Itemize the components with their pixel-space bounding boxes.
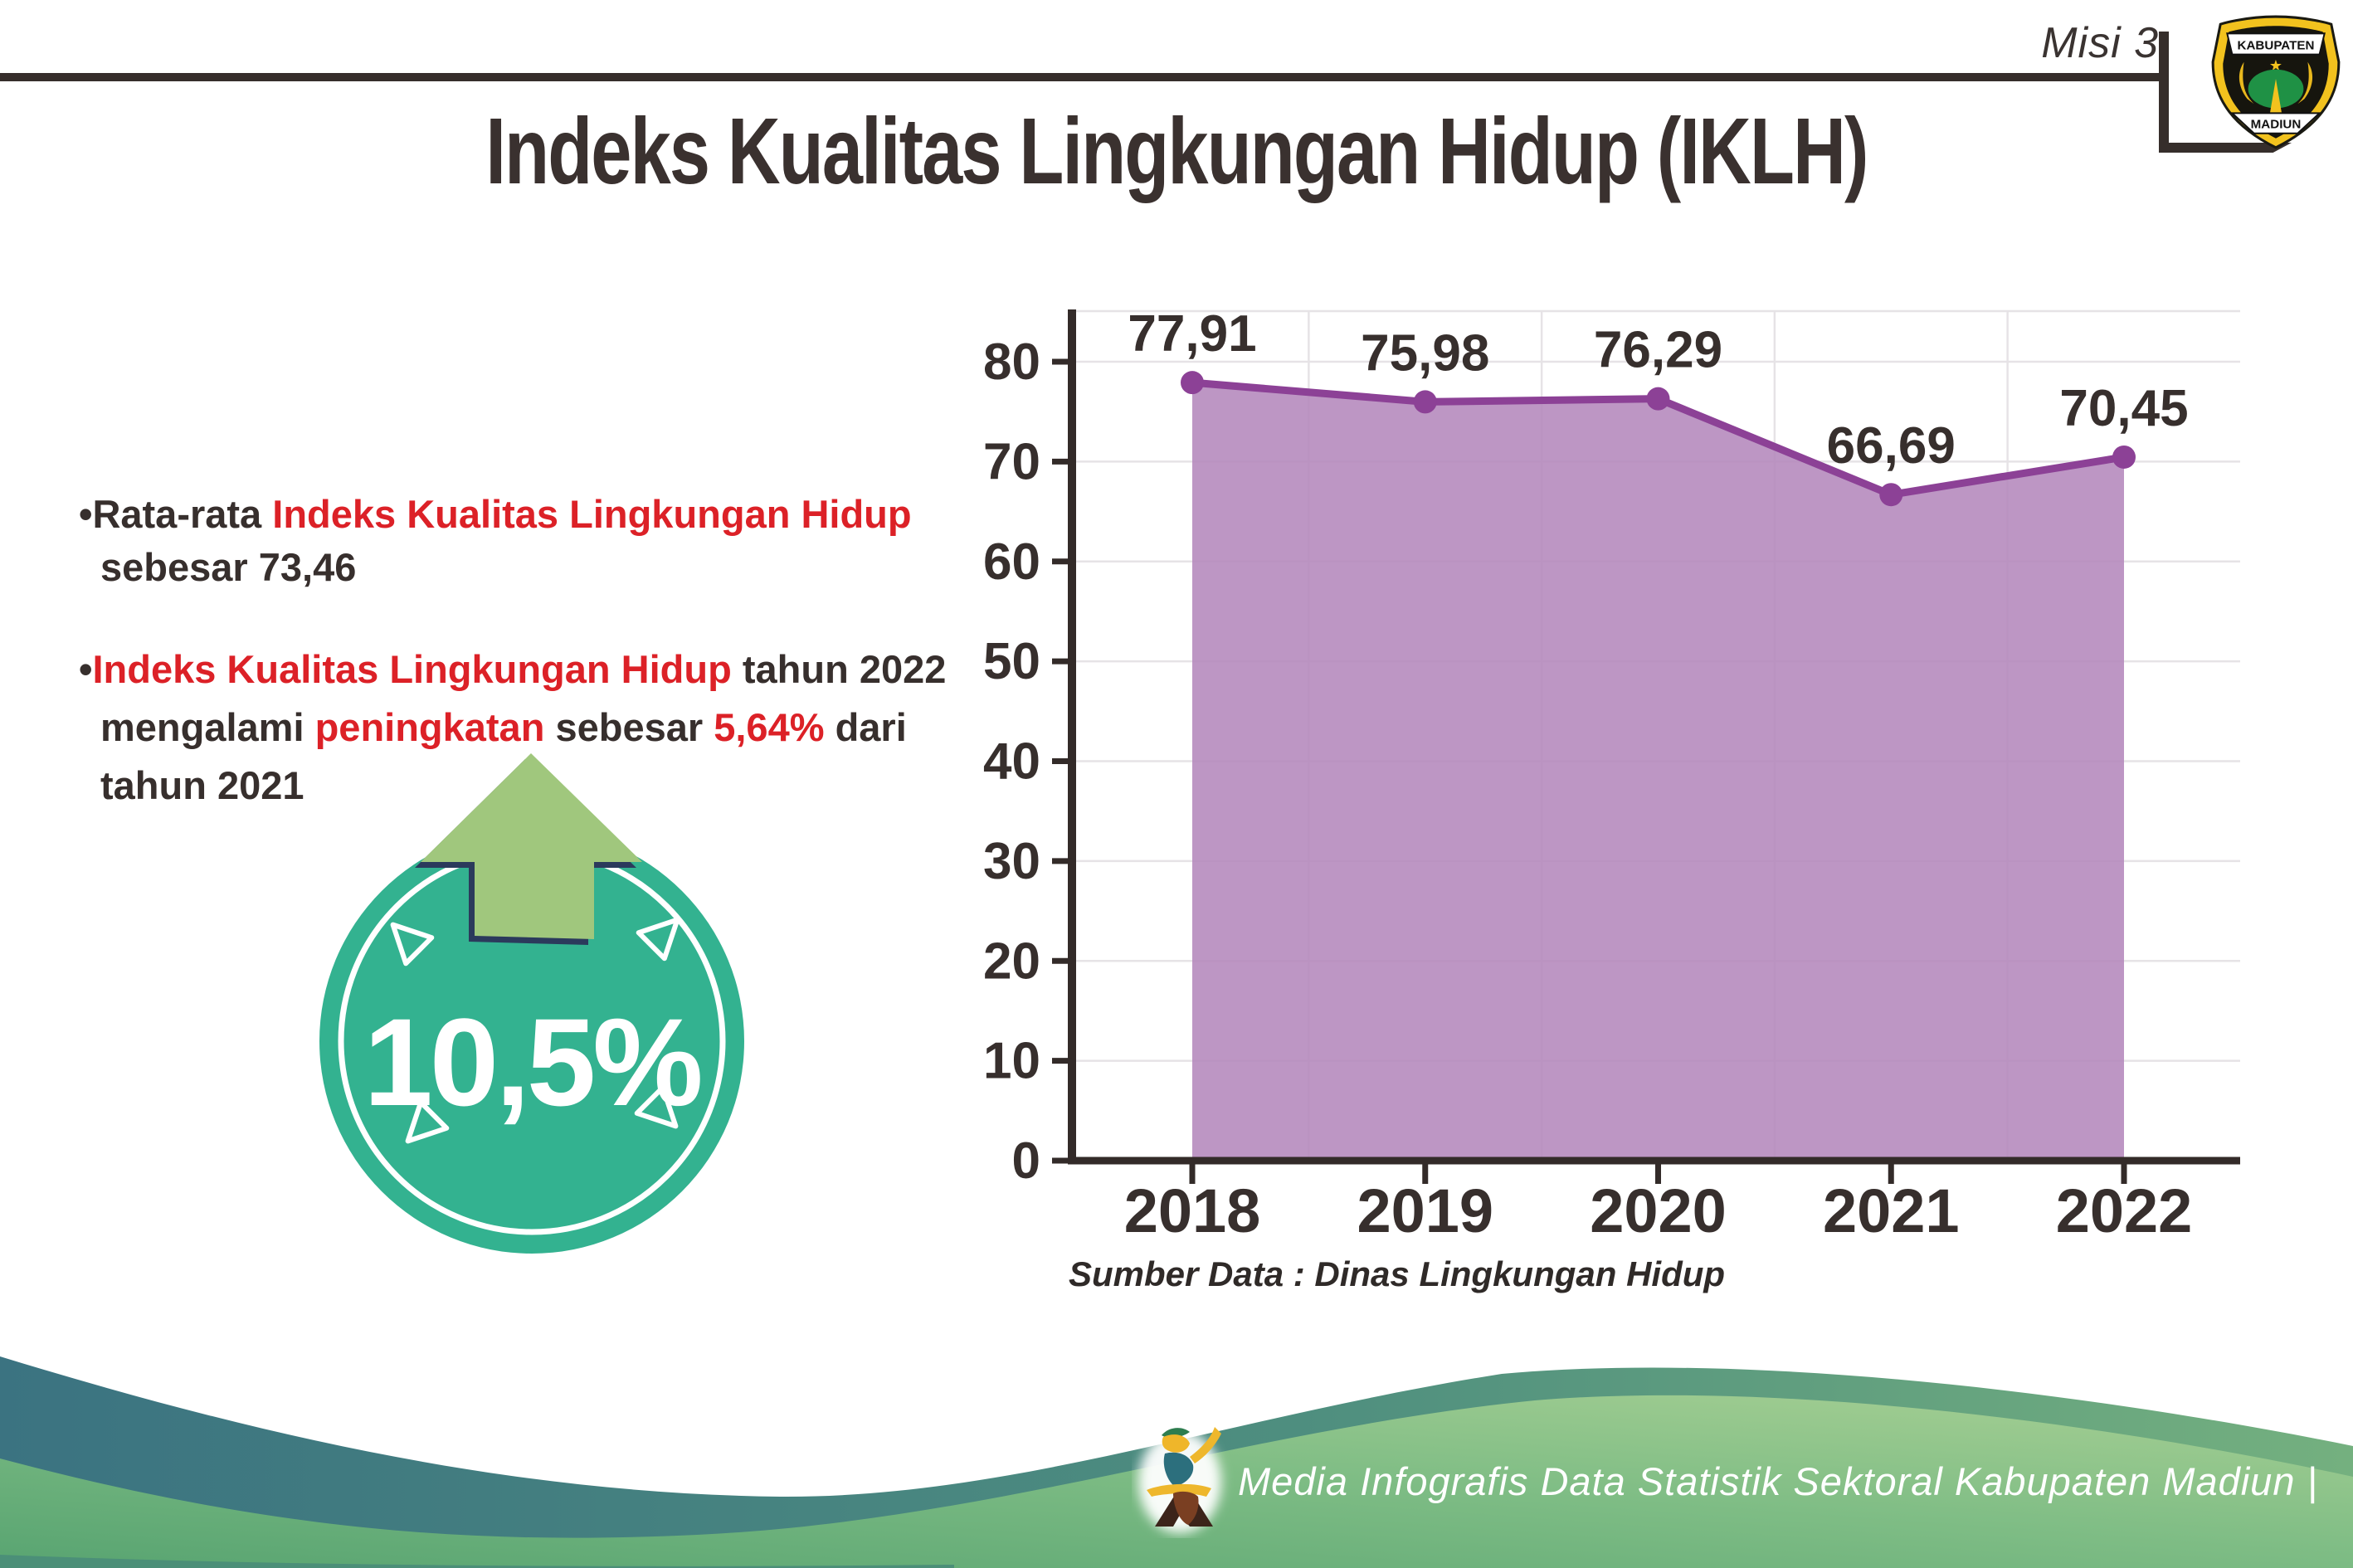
- bullet-line: sebesar 73,46: [79, 541, 912, 594]
- chart-point: [1646, 387, 1670, 411]
- logo-bottom-text: MADIUN: [2251, 118, 2302, 132]
- spark-triangle-ne: [636, 917, 680, 962]
- logo-left-wing: [2239, 61, 2254, 105]
- header-rule: [0, 73, 2164, 81]
- bullet-text-run: tahun 2021: [100, 763, 304, 807]
- bullet-text-run: Indeks Kualitas Lingkungan Hidup: [272, 492, 912, 536]
- mascot-left-arm: [1147, 1483, 1211, 1497]
- logo-frame-foot: [2159, 143, 2292, 153]
- spark-triangle-sw: [405, 1099, 450, 1144]
- bullet-text-run: Indeks Kualitas Lingkungan Hidup: [92, 647, 732, 691]
- chart-value-label: 77,91: [1128, 305, 1256, 363]
- chart-value-label: 66,69: [1827, 417, 1956, 475]
- bullet-average-iklh: •Rata-rata Indeks Kualitas Lingkungan Hi…: [79, 488, 912, 594]
- bullet-text-run: dari: [824, 705, 907, 749]
- chart-value-label: 76,29: [1594, 322, 1722, 379]
- page-title: Indeks Kualitas Lingkungan Hidup (IKLH): [485, 99, 1868, 204]
- bullet-increase-2022: •Indeks Kualitas Lingkungan Hidup tahun …: [79, 640, 946, 815]
- y-axis-label: 0: [1012, 1132, 1040, 1190]
- y-axis-label: 20: [983, 933, 1040, 990]
- bullet-text-run: 5,64%: [714, 705, 825, 749]
- bullet-line: •Rata-rata Indeks Kualitas Lingkungan Hi…: [79, 488, 912, 541]
- bullet-line: tahun 2021: [79, 757, 946, 815]
- mascot-right-arm: [1190, 1427, 1221, 1463]
- logo-bottom-banner: [2229, 112, 2322, 134]
- bullet-text-run: sebesar 73,46: [100, 545, 357, 589]
- bullet-line: mengalami peningkatan sebesar 5,64% dari: [79, 699, 946, 757]
- y-axis-label: 80: [983, 334, 1040, 391]
- x-axis-label: 2021: [1823, 1176, 1960, 1245]
- bullet-text-run: peningkatan: [314, 705, 545, 749]
- misi-label: Misi 3: [2041, 19, 2159, 67]
- logo-top-banner: [2226, 32, 2326, 56]
- y-axis-label: 30: [983, 833, 1040, 890]
- chart-value-label: 75,98: [1361, 324, 1489, 382]
- badge-value: 10,5%: [363, 992, 700, 1132]
- spark-triangle-nw: [390, 922, 435, 967]
- logo-top-text: KABUPATEN: [2238, 39, 2315, 53]
- logo-star-icon: ★: [2269, 57, 2282, 74]
- mascot-batik: [1173, 1491, 1199, 1525]
- bullet-text-run: •: [79, 647, 93, 691]
- iklh-chart: 77,91 75,98 76,29 66,69 70,45 0 10 20 30 40 50 60 70…: [983, 305, 2240, 1245]
- chart-point: [1181, 371, 1204, 395]
- footer-credit: Media Infografis Data Statistik Sektoral…: [1238, 1459, 2318, 1503]
- spark-triangle-se: [634, 1084, 679, 1129]
- x-axis-label: 2020: [1590, 1176, 1727, 1245]
- chart-area: [1192, 382, 2124, 1161]
- chart-value-label: 70,45: [2059, 380, 2188, 437]
- mascot-face: [1162, 1434, 1190, 1453]
- y-axis-label: 40: [983, 733, 1040, 791]
- bullet-text-run: mengalami: [100, 705, 315, 749]
- bullet-text-run: •Rata-rata: [79, 492, 273, 536]
- chart-point: [1879, 483, 1903, 507]
- increase-badge: 10,5%: [319, 753, 744, 1254]
- logo-right-wing: [2297, 61, 2313, 105]
- logo-tree-trunk: [2269, 78, 2282, 114]
- x-axis-label: 2022: [2056, 1176, 2193, 1245]
- bullet-text-run: tahun 2022: [731, 647, 947, 691]
- y-axis-label: 70: [983, 433, 1040, 490]
- bullet-text-run: sebesar: [544, 705, 714, 749]
- y-axis-label: 60: [983, 533, 1040, 591]
- kabupaten-madiun-logo-icon: KABUPATEN ★ MADIUN: [2211, 15, 2341, 149]
- chart-point: [1413, 390, 1437, 414]
- mascot-sash: [1163, 1452, 1194, 1487]
- y-axis-label: 10: [983, 1033, 1040, 1090]
- bullet-line: •Indeks Kualitas Lingkungan Hidup tahun …: [79, 640, 946, 699]
- x-axis-label: 2018: [1124, 1176, 1261, 1245]
- x-axis-label: 2019: [1357, 1176, 1493, 1245]
- up-arrow-icon: [421, 753, 642, 939]
- logo-frame-vertical: [2159, 32, 2169, 153]
- badge-spark-triangles: [390, 917, 680, 1144]
- dancer-mascot-icon: [1138, 1427, 1221, 1533]
- chart-source-note: Sumber Data : Dinas Lingkungan Hidup: [1069, 1254, 1726, 1293]
- chart-point: [2112, 445, 2136, 469]
- wave-bottom-sliver: [0, 1555, 954, 1568]
- y-axis-label: 50: [983, 633, 1040, 690]
